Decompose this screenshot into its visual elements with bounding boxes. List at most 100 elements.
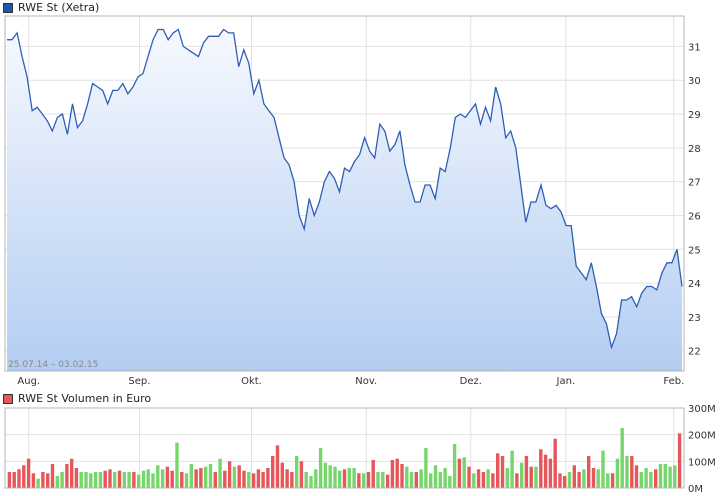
volume-y-axis: 0M 100M 200M 300M — [688, 404, 716, 494]
volume-bar — [644, 468, 648, 488]
price-y-tick-label: 28 — [688, 144, 701, 155]
volume-bar — [347, 468, 351, 488]
volume-bar — [625, 456, 629, 488]
price-legend-label: RWE St (Xetra) — [18, 1, 100, 14]
volume-bar — [462, 457, 466, 488]
price-y-tick-label: 29 — [688, 110, 701, 121]
volume-bar — [352, 468, 356, 488]
volume-bar — [481, 472, 486, 488]
price-x-tick-label: Dez. — [460, 376, 482, 387]
volume-bar — [510, 450, 514, 488]
volume-bar — [654, 469, 658, 488]
volume-y-tick-label: 300M — [688, 404, 716, 415]
volume-bar — [582, 469, 586, 488]
volume-bar — [271, 456, 275, 488]
volume-bar — [127, 472, 131, 488]
volume-bar — [141, 470, 146, 488]
volume-bar — [22, 465, 26, 488]
volume-bar — [639, 472, 643, 488]
volume-bar — [290, 472, 294, 488]
volume-bar — [673, 465, 677, 488]
volume-bar — [93, 472, 98, 488]
volume-bar — [98, 472, 103, 488]
volume-bar — [524, 456, 529, 488]
volume-bar — [295, 456, 299, 488]
volume-bar — [328, 465, 332, 488]
volume-bar — [12, 472, 16, 488]
volume-bar — [486, 469, 490, 488]
volume-bar — [443, 468, 447, 488]
volume-bar — [677, 433, 682, 488]
volume-bar — [390, 460, 395, 488]
volume-bar — [563, 476, 567, 488]
volume-legend-swatch — [3, 393, 13, 404]
price-area — [7, 29, 682, 371]
volume-bar — [299, 461, 304, 488]
volume-bar — [122, 472, 126, 488]
volume-bar — [160, 469, 165, 488]
volume-bar — [496, 453, 500, 488]
volume-bar — [558, 473, 562, 488]
volume-bar — [448, 476, 452, 488]
volume-bar — [548, 458, 553, 488]
volume-bar — [31, 473, 36, 488]
volume-bar — [184, 473, 189, 488]
volume-bar — [256, 469, 261, 488]
price-plot-frame — [4, 15, 685, 372]
volume-bar — [587, 456, 591, 488]
volume-bar — [610, 473, 615, 488]
volume-bar — [634, 465, 639, 488]
price-y-tick-label: 26 — [688, 211, 701, 222]
volume-bar — [309, 476, 313, 488]
volume-bar — [113, 472, 117, 488]
volume-bar — [170, 470, 174, 488]
volume-bar — [17, 469, 21, 488]
price-x-tick-label: Jan. — [556, 376, 576, 387]
price-line — [7, 28, 683, 350]
price-chart: 22 23 24 25 26 27 28 29 30 31 Aug. Sep. Okt. Nov. Dez… — [4, 15, 701, 387]
volume-bar — [539, 449, 543, 488]
volume-bar — [137, 474, 141, 488]
price-x-tick-label: Nov. — [355, 376, 377, 387]
volume-legend-label: RWE St Volumen in Euro — [18, 392, 152, 405]
volume-bar — [529, 466, 533, 488]
volume-bar — [189, 464, 193, 488]
volume-bar — [342, 469, 347, 488]
volume-bar — [304, 472, 308, 488]
volume-bar — [70, 458, 74, 488]
volume-bar — [74, 468, 79, 488]
volume-bar — [26, 458, 31, 488]
price-y-axis: 22 23 24 25 26 27 28 29 30 31 — [688, 42, 701, 357]
volume-bar — [620, 428, 624, 488]
volume-bar — [79, 472, 83, 488]
volume-bar — [117, 470, 122, 488]
volume-bar — [476, 469, 481, 488]
volume-bar — [400, 464, 404, 488]
volume-bar — [65, 464, 69, 488]
volume-bar — [409, 472, 414, 488]
volume-bar — [457, 458, 462, 488]
volume-bar — [405, 466, 409, 488]
volume-bar — [175, 442, 179, 488]
volume-bar — [280, 462, 284, 488]
volume-bar — [60, 472, 64, 488]
volume-bar — [362, 473, 366, 488]
volume-bar — [151, 473, 155, 488]
volume-bar — [227, 461, 232, 488]
volume-bar — [668, 466, 672, 488]
volume-bar — [572, 465, 576, 488]
price-legend: RWE St (Xetra) — [3, 1, 99, 14]
volume-bar — [194, 469, 198, 488]
volume-bar — [89, 473, 93, 488]
volume-bar — [261, 472, 265, 488]
price-y-tick-label: 23 — [688, 313, 701, 324]
volume-bar — [199, 468, 203, 488]
price-y-tick-label: 25 — [688, 245, 701, 256]
volume-bar — [132, 472, 136, 488]
volume-bar — [208, 464, 213, 488]
volume-bar — [237, 465, 241, 488]
volume-bar — [505, 468, 509, 488]
volume-bar — [371, 460, 375, 488]
volume-bar — [596, 469, 600, 488]
volume-bar — [251, 473, 256, 488]
